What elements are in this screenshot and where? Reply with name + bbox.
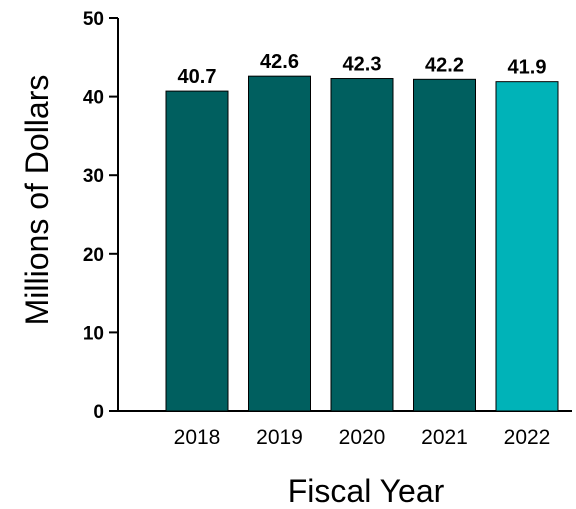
- y-tick-label-0: 0: [93, 402, 104, 423]
- data-label-2022: 41.9: [508, 57, 547, 79]
- x-tick-label-2019: 2019: [256, 426, 303, 449]
- bar-2021: [413, 78, 476, 412]
- y-tick-label-40: 40: [83, 88, 104, 109]
- bar-2019: [248, 75, 311, 412]
- data-label-2018: 40.7: [178, 66, 217, 88]
- x-tick-label-2022: 2022: [504, 426, 551, 449]
- data-label-2020: 42.3: [343, 54, 382, 76]
- y-tick-label-20: 20: [83, 245, 104, 266]
- bar-2022: [495, 81, 559, 412]
- y-tick-label-50: 50: [83, 9, 104, 30]
- bar-2018: [165, 90, 229, 412]
- x-tick-label-2021: 2021: [421, 426, 468, 449]
- y-tick-label-10: 10: [83, 323, 104, 344]
- data-label-2021: 42.2: [425, 54, 464, 76]
- bar-2020: [330, 78, 394, 412]
- x-tick-label-2020: 2020: [339, 426, 386, 449]
- y-tick-label-30: 30: [83, 166, 104, 187]
- x-axis-title: Fiscal Year: [288, 473, 445, 509]
- x-axis-labels: 2018 2019 2020 2021 2022: [174, 426, 551, 449]
- y-axis-title: Millions of Dollars: [19, 75, 55, 326]
- bars: 40.7 42.6 42.3 42.2 41.9: [165, 51, 559, 412]
- x-tick-label-2018: 2018: [174, 426, 221, 449]
- data-label-2019: 42.6: [260, 51, 299, 73]
